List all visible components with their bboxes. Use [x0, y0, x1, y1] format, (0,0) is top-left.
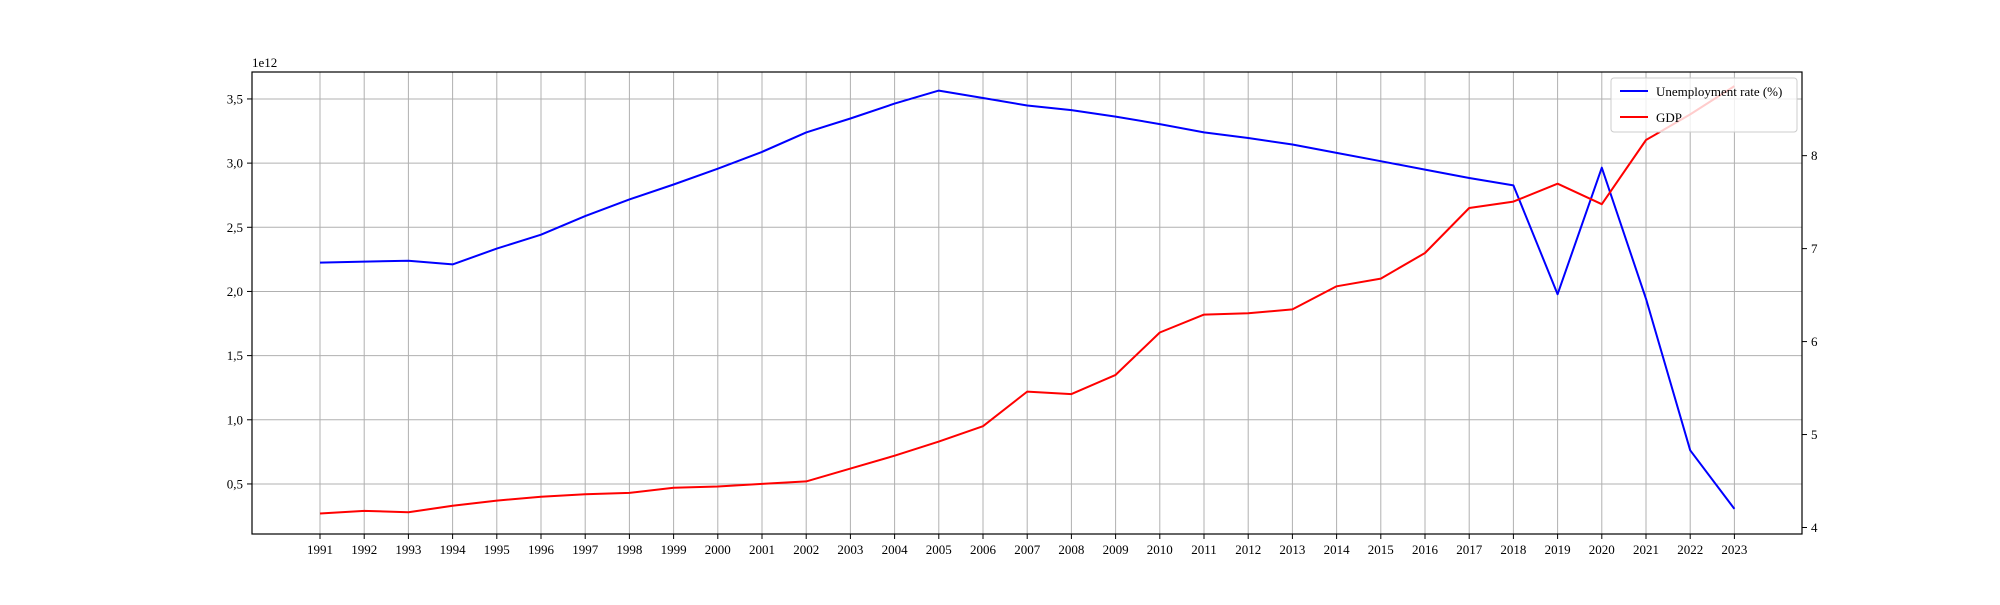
- x-tick-label: 2000: [705, 542, 731, 557]
- x-axis: 1991 1992 1993 1994 1995 1996 1997 1998 1999 2000…: [307, 534, 1747, 557]
- x-tick-label: 2019: [1545, 542, 1571, 557]
- x-tick-label: 2015: [1368, 542, 1394, 557]
- x-tick-label: 2007: [1014, 542, 1041, 557]
- x-tick-label: 2021: [1633, 542, 1659, 557]
- x-tick-label: 1992: [351, 542, 377, 557]
- x-tick-label: 1994: [440, 542, 467, 557]
- x-tick-label: 1991: [307, 542, 333, 557]
- legend-box: [1610, 77, 1798, 133]
- x-tick-label: 2004: [882, 542, 909, 557]
- x-tick-label: 2003: [837, 542, 863, 557]
- x-tick-label: 2014: [1324, 542, 1351, 557]
- x-tick-label: 1997: [572, 542, 599, 557]
- left-y-tick-label: 3,5: [227, 91, 243, 106]
- x-tick-label: 2023: [1721, 542, 1747, 557]
- grid: [252, 72, 1802, 534]
- right-y-tick-label: 7: [1811, 241, 1818, 256]
- x-tick-label: 1998: [616, 542, 642, 557]
- left-y-tick-label: 3,0: [227, 156, 243, 171]
- right-y-axis: 4 5 6 7 8: [1802, 148, 1818, 535]
- x-tick-label: 1996: [528, 542, 555, 557]
- x-tick-label: 2017: [1456, 542, 1483, 557]
- x-tick-label: 2006: [970, 542, 997, 557]
- x-tick-label: 2022: [1677, 542, 1703, 557]
- x-tick-label: 2008: [1058, 542, 1084, 557]
- left-y-tick-label: 2,0: [227, 284, 243, 299]
- series-line-gdp: [319, 85, 1735, 515]
- legend-label-unemployment: Unemployment rate (%): [1656, 84, 1782, 99]
- x-tick-label: 2001: [749, 542, 775, 557]
- left-axis-exponent-label: 1e12: [252, 55, 277, 70]
- x-tick-label: 2012: [1235, 542, 1261, 557]
- legend: Unemployment rate (%) GDP: [1610, 77, 1798, 133]
- x-tick-label: 2018: [1500, 542, 1526, 557]
- x-tick-label: 1993: [395, 542, 421, 557]
- x-tick-label: 2020: [1589, 542, 1615, 557]
- legend-label-gdp: GDP: [1656, 110, 1682, 125]
- left-y-tick-label: 1,5: [227, 348, 243, 363]
- x-tick-label: 1999: [661, 542, 687, 557]
- x-tick-label: 2010: [1147, 542, 1173, 557]
- x-tick-label: 2002: [793, 542, 819, 557]
- left-y-tick-label: 0,5: [227, 476, 243, 491]
- right-y-tick-label: 6: [1811, 334, 1818, 349]
- x-tick-label: 2013: [1279, 542, 1305, 557]
- x-tick-label: 2016: [1412, 542, 1439, 557]
- series-line-unemployment: [319, 89, 1736, 510]
- left-y-axis: 0,5 1,0 1,5 2,0 2,5 3,0 3,5: [227, 91, 252, 491]
- left-y-tick-label: 1,0: [227, 412, 243, 427]
- right-y-tick-label: 8: [1811, 148, 1818, 163]
- right-y-tick-label: 4: [1811, 520, 1818, 535]
- series-lines: [319, 85, 1736, 515]
- x-tick-label: 2005: [926, 542, 952, 557]
- x-tick-label: 2011: [1191, 542, 1217, 557]
- right-y-tick-label: 5: [1811, 427, 1818, 442]
- x-tick-label: 2009: [1103, 542, 1129, 557]
- left-y-tick-label: 2,5: [227, 220, 243, 235]
- x-tick-label: 1995: [484, 542, 510, 557]
